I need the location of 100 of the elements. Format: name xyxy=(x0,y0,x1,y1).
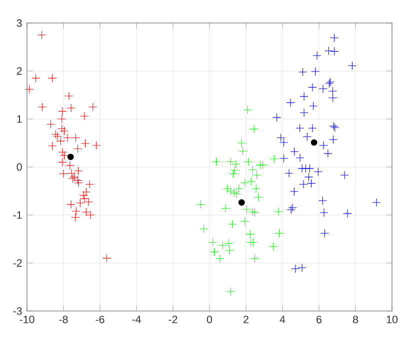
point xyxy=(246,177,256,186)
point xyxy=(243,106,252,114)
y-tick-label: -2 xyxy=(13,259,22,267)
point xyxy=(330,34,339,42)
point xyxy=(46,120,56,129)
point xyxy=(250,124,258,134)
point xyxy=(328,135,338,144)
point xyxy=(290,147,299,156)
point xyxy=(58,114,66,124)
point xyxy=(85,180,94,189)
point xyxy=(340,170,349,180)
point xyxy=(67,168,76,178)
point xyxy=(272,113,282,122)
y-tick-label: -3 xyxy=(13,307,22,315)
point xyxy=(60,151,69,160)
point xyxy=(291,264,300,274)
point xyxy=(234,184,244,193)
point xyxy=(63,133,72,142)
point xyxy=(240,216,250,226)
x-tick-label: 8 xyxy=(352,316,358,324)
point xyxy=(58,107,67,116)
point xyxy=(222,184,232,193)
point xyxy=(309,102,318,110)
point xyxy=(92,141,101,150)
point xyxy=(269,242,278,251)
point xyxy=(76,198,84,208)
point xyxy=(230,166,239,175)
point xyxy=(38,30,46,40)
point xyxy=(252,184,260,193)
point xyxy=(314,168,322,176)
point xyxy=(324,149,332,158)
x-tick-label: -4 xyxy=(132,316,141,324)
point xyxy=(238,199,245,206)
y-tick-label: 1 xyxy=(17,115,22,123)
point xyxy=(80,112,89,120)
point xyxy=(302,132,312,142)
point xyxy=(298,68,308,76)
point xyxy=(32,74,40,82)
point xyxy=(244,157,253,166)
point xyxy=(274,207,283,216)
x-tick-label: 4 xyxy=(280,316,286,324)
point xyxy=(296,124,304,132)
point xyxy=(274,228,284,238)
point xyxy=(67,154,74,160)
point xyxy=(300,92,308,101)
point xyxy=(290,187,298,196)
point xyxy=(58,148,67,156)
point xyxy=(225,246,234,255)
point xyxy=(248,238,258,247)
point xyxy=(318,84,328,94)
point xyxy=(312,51,322,60)
x-tick-label: 2 xyxy=(244,316,248,324)
point xyxy=(212,157,221,166)
point xyxy=(58,124,66,133)
x-tick-label: -6 xyxy=(96,316,104,324)
point xyxy=(300,108,308,118)
point xyxy=(80,139,90,148)
y-tick-label: 0 xyxy=(16,163,22,171)
point xyxy=(25,84,34,94)
point xyxy=(372,198,381,207)
point xyxy=(226,288,235,296)
point xyxy=(305,164,314,173)
point xyxy=(228,220,237,228)
x-tick-label: 10 xyxy=(386,316,398,324)
point xyxy=(80,194,89,203)
point xyxy=(242,204,252,214)
point xyxy=(286,98,295,107)
point xyxy=(307,179,316,188)
point xyxy=(218,240,227,250)
x-tick-label: -8 xyxy=(59,316,68,324)
point xyxy=(48,74,57,82)
point xyxy=(246,230,254,238)
y-tick-label: 2 xyxy=(16,67,22,75)
point xyxy=(280,154,288,163)
point xyxy=(84,198,93,206)
point xyxy=(230,188,238,198)
point xyxy=(250,254,260,263)
point xyxy=(240,178,250,188)
point xyxy=(238,146,247,156)
point xyxy=(64,92,74,100)
point xyxy=(324,46,333,56)
point xyxy=(200,224,208,234)
point xyxy=(74,166,83,176)
point xyxy=(237,138,246,148)
point xyxy=(82,188,90,196)
point xyxy=(320,228,329,238)
point xyxy=(66,104,76,112)
point xyxy=(71,213,80,222)
x-tick-label: -10 xyxy=(20,316,34,324)
point xyxy=(58,158,67,166)
point xyxy=(228,169,238,178)
point xyxy=(254,192,263,202)
point xyxy=(210,248,219,256)
y-tick-label: -1 xyxy=(13,211,22,219)
point xyxy=(66,161,74,170)
point xyxy=(318,196,327,205)
point xyxy=(72,206,80,216)
point xyxy=(59,169,68,178)
point xyxy=(216,254,224,263)
x-tick-label: 6 xyxy=(316,316,322,324)
